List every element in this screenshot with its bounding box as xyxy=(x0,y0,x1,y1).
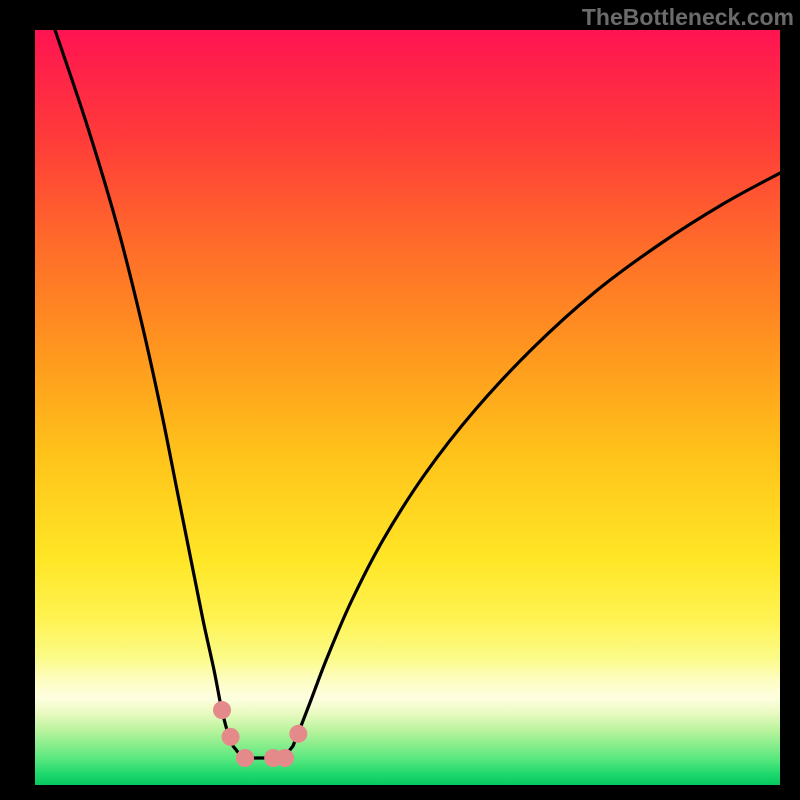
chart-stage: TheBottleneck.com xyxy=(0,0,800,800)
curve-layer xyxy=(35,30,780,785)
bottleneck-curve xyxy=(55,30,780,758)
watermark-text: TheBottleneck.com xyxy=(582,4,794,31)
plot-area xyxy=(35,30,780,785)
